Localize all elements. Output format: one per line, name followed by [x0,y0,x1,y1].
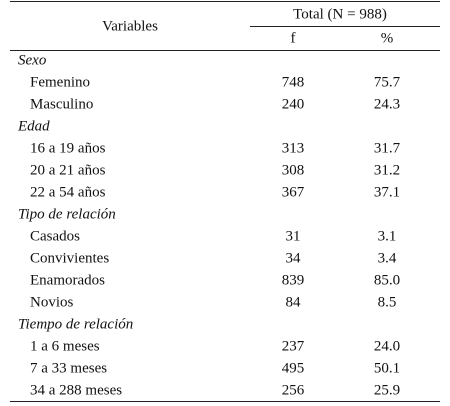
group-label: Edad [17,118,50,134]
cell-pct: 3.4 [378,250,397,266]
group-label: Tiempo de relación [18,316,133,332]
header-pct: % [381,30,394,46]
header-variables: Variables [102,18,158,34]
group-label: Sexo [18,52,47,68]
cell-pct: 25.9 [374,382,400,398]
cell-f: 308 [282,162,305,178]
cell-f: 839 [282,272,305,288]
cell-pct: 24.3 [374,96,400,112]
cell-f: 240 [282,96,305,112]
header-total: Total (N = 988) [293,6,387,22]
cell-f: 84 [286,294,302,310]
cell-pct: 50.1 [374,360,400,376]
cell-f: 313 [282,140,305,156]
cell-pct: 8.5 [378,294,397,310]
row-label: 22 a 54 años [30,184,106,200]
row-label: Casados [30,228,80,244]
cell-pct: 24.0 [374,338,400,354]
header-f: f [291,30,296,46]
row-label: 16 a 19 años [30,140,106,156]
row-label: Novios [30,294,74,310]
cell-f: 31 [286,228,301,244]
row-label: 34 a 288 meses [30,382,122,398]
cell-pct: 31.7 [374,140,401,156]
row-label: Convivientes [30,250,109,266]
row-label: Femenino [30,74,90,90]
cell-pct: 3.1 [378,228,397,244]
cell-pct: 85.0 [374,272,400,288]
cell-f: 237 [282,338,305,354]
cell-f: 256 [282,382,305,398]
row-label: Masculino [30,96,93,112]
cell-pct: 75.7 [374,74,401,90]
row-label: Enamorados [30,272,105,288]
row-label: 20 a 21 años [30,162,106,178]
cell-f: 34 [286,250,302,266]
cell-pct: 31.2 [374,162,400,178]
cell-f: 495 [282,360,305,376]
cell-f: 748 [282,74,305,90]
cell-f: 367 [282,184,305,200]
row-label: 7 a 33 meses [30,360,107,376]
row-label: 1 a 6 meses [30,338,100,354]
cell-pct: 37.1 [374,184,400,200]
group-label: Tipo de relación [18,206,116,222]
